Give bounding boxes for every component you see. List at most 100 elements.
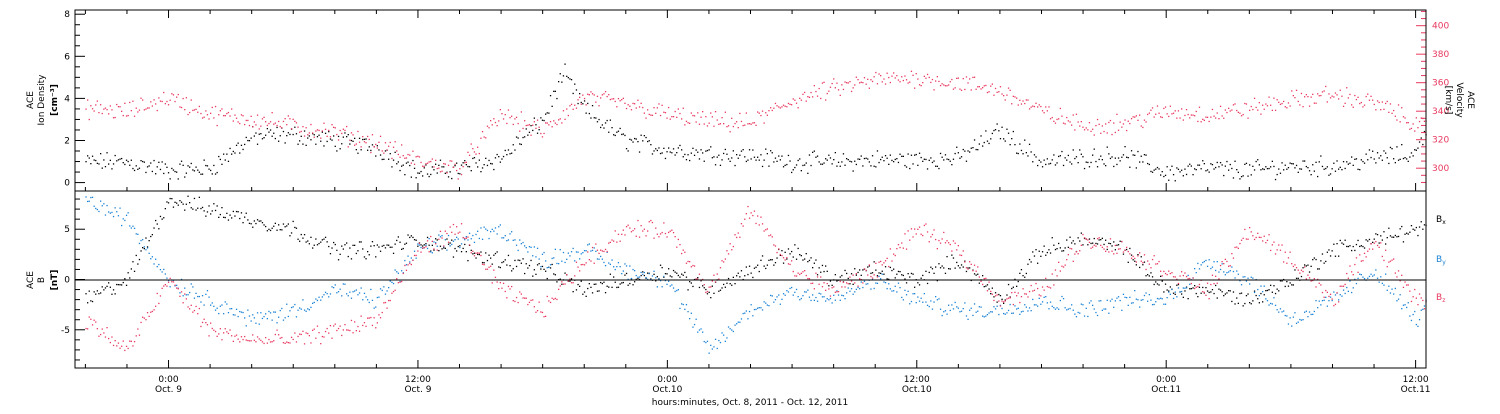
bx-point xyxy=(873,261,875,263)
velocity-point xyxy=(391,157,393,160)
bx-point xyxy=(189,202,191,204)
density-point xyxy=(394,151,396,153)
bx-point xyxy=(1240,292,1243,294)
bx-point xyxy=(1117,244,1120,246)
bx-point xyxy=(541,265,544,268)
density-point xyxy=(460,164,463,166)
bx-point xyxy=(412,236,414,239)
density-point xyxy=(1266,168,1269,170)
velocity-point xyxy=(1406,122,1408,124)
density-point xyxy=(543,119,545,122)
velocity-point xyxy=(750,123,752,125)
bx-point xyxy=(901,274,903,276)
bx-point xyxy=(1294,269,1296,271)
by-point xyxy=(802,295,804,297)
velocity-point xyxy=(1069,121,1071,123)
bz-point xyxy=(517,301,519,304)
density-point xyxy=(587,102,589,105)
velocity-point xyxy=(596,95,599,97)
bz-point xyxy=(189,308,191,310)
bz-point xyxy=(1317,278,1319,281)
bx-point xyxy=(1388,227,1390,229)
bz-point xyxy=(967,268,969,270)
bz-point xyxy=(1240,239,1243,241)
bx-point xyxy=(239,217,241,220)
bz-point xyxy=(1202,291,1204,293)
bx-point xyxy=(1415,226,1417,229)
velocity-point xyxy=(388,145,390,147)
bz-point xyxy=(784,259,786,261)
bz-point xyxy=(1383,259,1385,262)
density-point xyxy=(773,161,775,163)
density-point xyxy=(477,166,479,168)
velocity-point xyxy=(1393,109,1395,112)
density-point xyxy=(397,161,399,163)
velocity-point xyxy=(376,147,378,149)
by-point xyxy=(744,312,746,314)
by-point xyxy=(155,258,157,260)
density-point xyxy=(248,140,251,142)
density-point xyxy=(271,135,273,137)
bz-point xyxy=(1342,285,1345,287)
bz-point xyxy=(901,242,903,244)
by-point xyxy=(677,289,679,291)
x-tick-date-label: Oct.11 xyxy=(1151,385,1181,395)
by-point xyxy=(1258,295,1260,297)
bz-point xyxy=(456,226,458,228)
bx-point xyxy=(893,268,895,270)
bx-point xyxy=(603,281,605,283)
bz-point xyxy=(200,325,202,328)
bx-point xyxy=(758,270,760,273)
bx-point xyxy=(871,272,874,274)
by-point xyxy=(591,249,594,252)
bx-point xyxy=(1024,276,1026,278)
density-point xyxy=(1049,162,1052,165)
velocity-point xyxy=(1325,85,1327,88)
velocity-point xyxy=(572,108,574,110)
bx-point xyxy=(998,293,1000,296)
bx-point xyxy=(245,212,247,214)
density-point xyxy=(310,139,312,141)
bx-point xyxy=(1417,234,1419,237)
bz-point xyxy=(549,301,552,304)
by-point xyxy=(211,302,213,304)
bz-point xyxy=(226,331,228,333)
bz-point xyxy=(138,334,141,336)
by-point xyxy=(1069,307,1071,310)
bz-point xyxy=(1040,295,1042,297)
bx-point xyxy=(721,287,723,289)
velocity-point xyxy=(300,130,302,133)
velocity-point xyxy=(740,120,743,123)
bz-point xyxy=(1161,275,1163,277)
density-point xyxy=(303,130,306,132)
bz-point xyxy=(431,240,433,242)
bx-point xyxy=(232,210,234,213)
ylabel-ace-density: ACE xyxy=(26,91,36,109)
x-axis-title: hours:minutes, Oct. 8, 2011 - Oct. 12, 2… xyxy=(652,398,848,408)
density-point xyxy=(1378,157,1380,159)
bz-point xyxy=(146,312,149,314)
bz-point xyxy=(1139,252,1141,254)
by-point xyxy=(1224,274,1226,276)
bz-point xyxy=(1302,270,1304,273)
by-point xyxy=(556,262,558,265)
density-point xyxy=(109,159,111,161)
density-point xyxy=(247,139,249,142)
density-point xyxy=(1325,167,1327,170)
bz-point xyxy=(1019,301,1021,304)
density-point xyxy=(732,150,734,152)
bz-point xyxy=(1295,267,1298,269)
bx-point xyxy=(201,206,204,209)
bz-point xyxy=(1321,291,1324,294)
velocity-point xyxy=(993,94,995,96)
bz-point xyxy=(119,347,121,349)
bz-point xyxy=(1046,285,1048,288)
bx-point xyxy=(129,277,131,279)
velocity-point xyxy=(1318,95,1320,97)
bz-point xyxy=(447,241,450,243)
by-point xyxy=(671,284,673,286)
bx-point xyxy=(826,270,828,272)
by-point xyxy=(714,338,717,340)
velocity-point xyxy=(1106,132,1108,134)
bx-point xyxy=(96,290,98,292)
